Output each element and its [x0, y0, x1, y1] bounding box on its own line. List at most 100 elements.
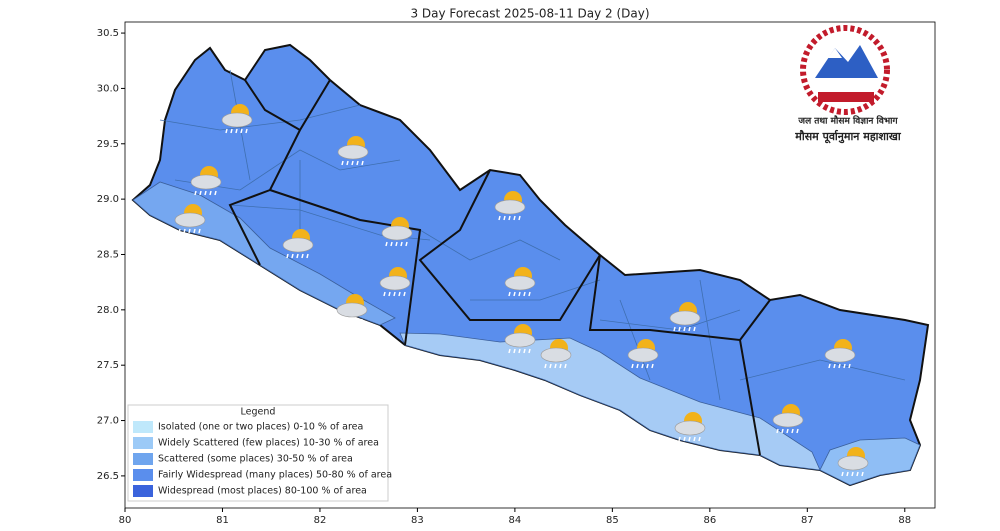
icon-rain — [851, 471, 854, 477]
y-tick-label: 28.5 — [97, 249, 119, 260]
plot-frame — [124, 21, 936, 509]
icon-rain — [296, 253, 299, 259]
icon-rain — [843, 363, 846, 369]
icon-rain — [791, 428, 794, 434]
icon-rain — [356, 160, 359, 166]
icon-rain — [646, 363, 649, 369]
icon-rain — [508, 215, 511, 221]
weather-icon — [674, 412, 706, 442]
legend-label: Isolated (one or two places) 0-10 % of a… — [158, 422, 363, 433]
icon-rain — [350, 318, 353, 324]
icon-rain — [183, 228, 186, 234]
icon-cloud — [627, 347, 659, 363]
icon-rain — [513, 291, 516, 297]
icon-cloud — [772, 412, 804, 428]
legend-swatch — [133, 437, 153, 449]
icon-rain — [688, 326, 691, 332]
icon-cloud — [494, 199, 526, 215]
icon-rain — [345, 318, 348, 324]
province-boundaries — [228, 79, 771, 456]
weather-icon — [504, 267, 536, 297]
icon-rain — [405, 241, 408, 247]
weather-icon — [627, 339, 659, 369]
icon-rain — [564, 363, 567, 369]
icon-rain — [846, 471, 849, 477]
weather-icon — [824, 339, 856, 369]
icon-rain — [214, 190, 217, 196]
icon-rain — [194, 190, 197, 196]
widely-scattered-region — [819, 437, 921, 486]
icon-rain — [361, 160, 364, 166]
icon-rain — [848, 363, 851, 369]
icon-rain — [651, 363, 654, 369]
icon-rain — [225, 128, 228, 134]
icon-cloud — [381, 225, 413, 241]
y-tick-label: 26.5 — [97, 471, 119, 482]
legend-label: Fairly Widespread (many places) 50-80 % … — [158, 470, 392, 481]
icon-rain — [678, 436, 681, 442]
icon-rain — [393, 291, 396, 297]
icon-rain — [554, 363, 557, 369]
logo-snow — [828, 48, 842, 58]
y-tick-label: 27.5 — [97, 360, 119, 371]
icon-rain — [678, 326, 681, 332]
icon-rain — [641, 363, 644, 369]
icon-rain — [340, 318, 343, 324]
icon-rain — [528, 348, 531, 354]
icon-rain — [683, 436, 686, 442]
icon-rain — [636, 363, 639, 369]
icon-rain — [235, 128, 238, 134]
icon-rain — [355, 318, 358, 324]
icon-rain — [698, 436, 701, 442]
x-tick-label: 85 — [606, 515, 619, 526]
icon-rain — [523, 291, 526, 297]
icon-cloud — [669, 310, 701, 326]
icon-rain — [518, 215, 521, 221]
y-tick-label: 29.5 — [97, 139, 119, 150]
weather-icon — [379, 267, 411, 297]
icon-rain — [838, 363, 841, 369]
logo-banner — [818, 92, 874, 102]
weather-icon — [669, 302, 701, 332]
icon-rain — [498, 215, 501, 221]
icon-rain — [544, 363, 547, 369]
legend-label: Widespread (most places) 80-100 % of are… — [158, 486, 367, 497]
icon-rain — [198, 228, 201, 234]
y-tick-label: 30.0 — [97, 83, 119, 94]
icon-rain — [199, 190, 202, 196]
icon-rain — [286, 253, 289, 259]
icon-rain — [383, 291, 386, 297]
icon-cloud — [824, 347, 856, 363]
icon-rain — [688, 436, 691, 442]
icon-rain — [301, 253, 304, 259]
icon-cloud — [540, 347, 572, 363]
icon-rain — [513, 348, 516, 354]
icon-cloud — [190, 174, 222, 190]
icon-rain — [395, 241, 398, 247]
icon-rain — [341, 160, 344, 166]
legend-label: Scattered (some places) 30-50 % of area — [158, 454, 353, 465]
x-tick-label: 88 — [898, 515, 911, 526]
legend-swatch — [133, 469, 153, 481]
y-tick-label: 28.0 — [97, 305, 119, 316]
icon-cloud — [221, 112, 253, 128]
icon-rain — [291, 253, 294, 259]
icon-rain — [351, 160, 354, 166]
weather-icon — [381, 217, 413, 247]
y-tick-label: 30.5 — [97, 28, 119, 39]
icon-rain — [523, 348, 526, 354]
icon-rain — [828, 363, 831, 369]
icon-rain — [400, 241, 403, 247]
icon-rain — [204, 190, 207, 196]
icon-rain — [503, 215, 506, 221]
map-title: 3 Day Forecast 2025-08-11 Day 2 (Day) — [410, 7, 649, 21]
x-tick-label: 81 — [216, 515, 229, 526]
icon-rain — [188, 228, 191, 234]
weather-icon — [540, 339, 572, 369]
legend-box — [127, 404, 389, 502]
icon-rain — [841, 471, 844, 477]
icon-cloud — [504, 275, 536, 291]
legend-label: Widely Scattered (few places) 10-30 % of… — [158, 438, 379, 449]
icon-cloud — [282, 237, 314, 253]
